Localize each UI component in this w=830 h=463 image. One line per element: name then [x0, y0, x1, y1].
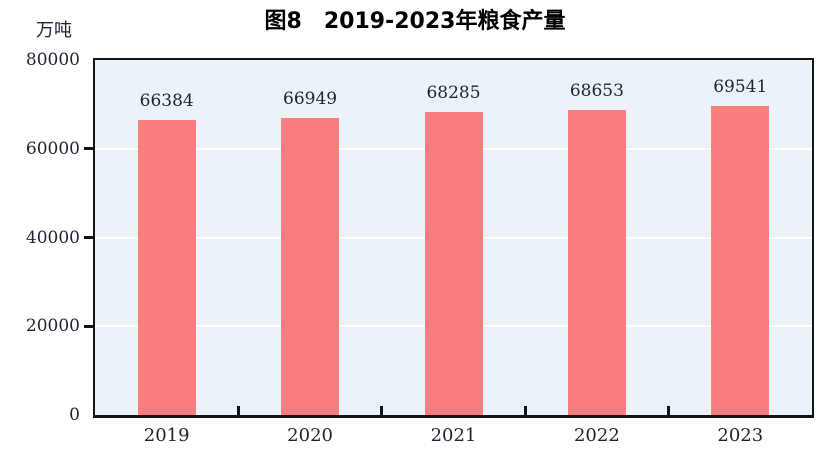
bar-value-label: 68285: [426, 82, 481, 103]
x-axis-boundary-tick: [667, 406, 671, 415]
x-tick-label: 2019: [143, 425, 190, 446]
bar: [424, 112, 483, 415]
y-tick-label: 60000: [25, 138, 80, 159]
y-axis-tick: [84, 324, 93, 328]
y-tick-label: 20000: [25, 316, 80, 337]
x-tick-label: 2020: [287, 425, 333, 446]
bar: [711, 106, 770, 415]
y-axis-tick: [84, 147, 93, 151]
bar-value-label: 69541: [713, 77, 768, 98]
y-axis-tick: [84, 236, 93, 239]
plot-area: 66384 66949 68285 68653 69541: [93, 58, 814, 418]
chart-title: 图8 2019-2023年粮食产量: [264, 9, 566, 34]
bar-value-label: 68653: [569, 81, 624, 102]
x-axis-boundary-tick: [523, 406, 527, 415]
bar-value-label: 66949: [283, 88, 338, 109]
x-tick-label: 2021: [430, 425, 477, 446]
y-tick-label: 80000: [25, 50, 80, 70]
y-tick-label: 40000: [25, 227, 80, 248]
y-tick-label: 0: [69, 405, 80, 425]
y-axis-unit-label: 万吨: [36, 20, 72, 41]
bar-value-label: 66384: [139, 91, 194, 112]
x-tick-label: 2022: [573, 425, 620, 446]
x-axis-boundary-tick: [380, 406, 384, 415]
bar: [281, 117, 340, 415]
bar: [137, 120, 196, 415]
x-axis-boundary-tick: [236, 406, 240, 415]
x-tick-label: 2023: [717, 425, 764, 446]
bar: [567, 110, 626, 415]
